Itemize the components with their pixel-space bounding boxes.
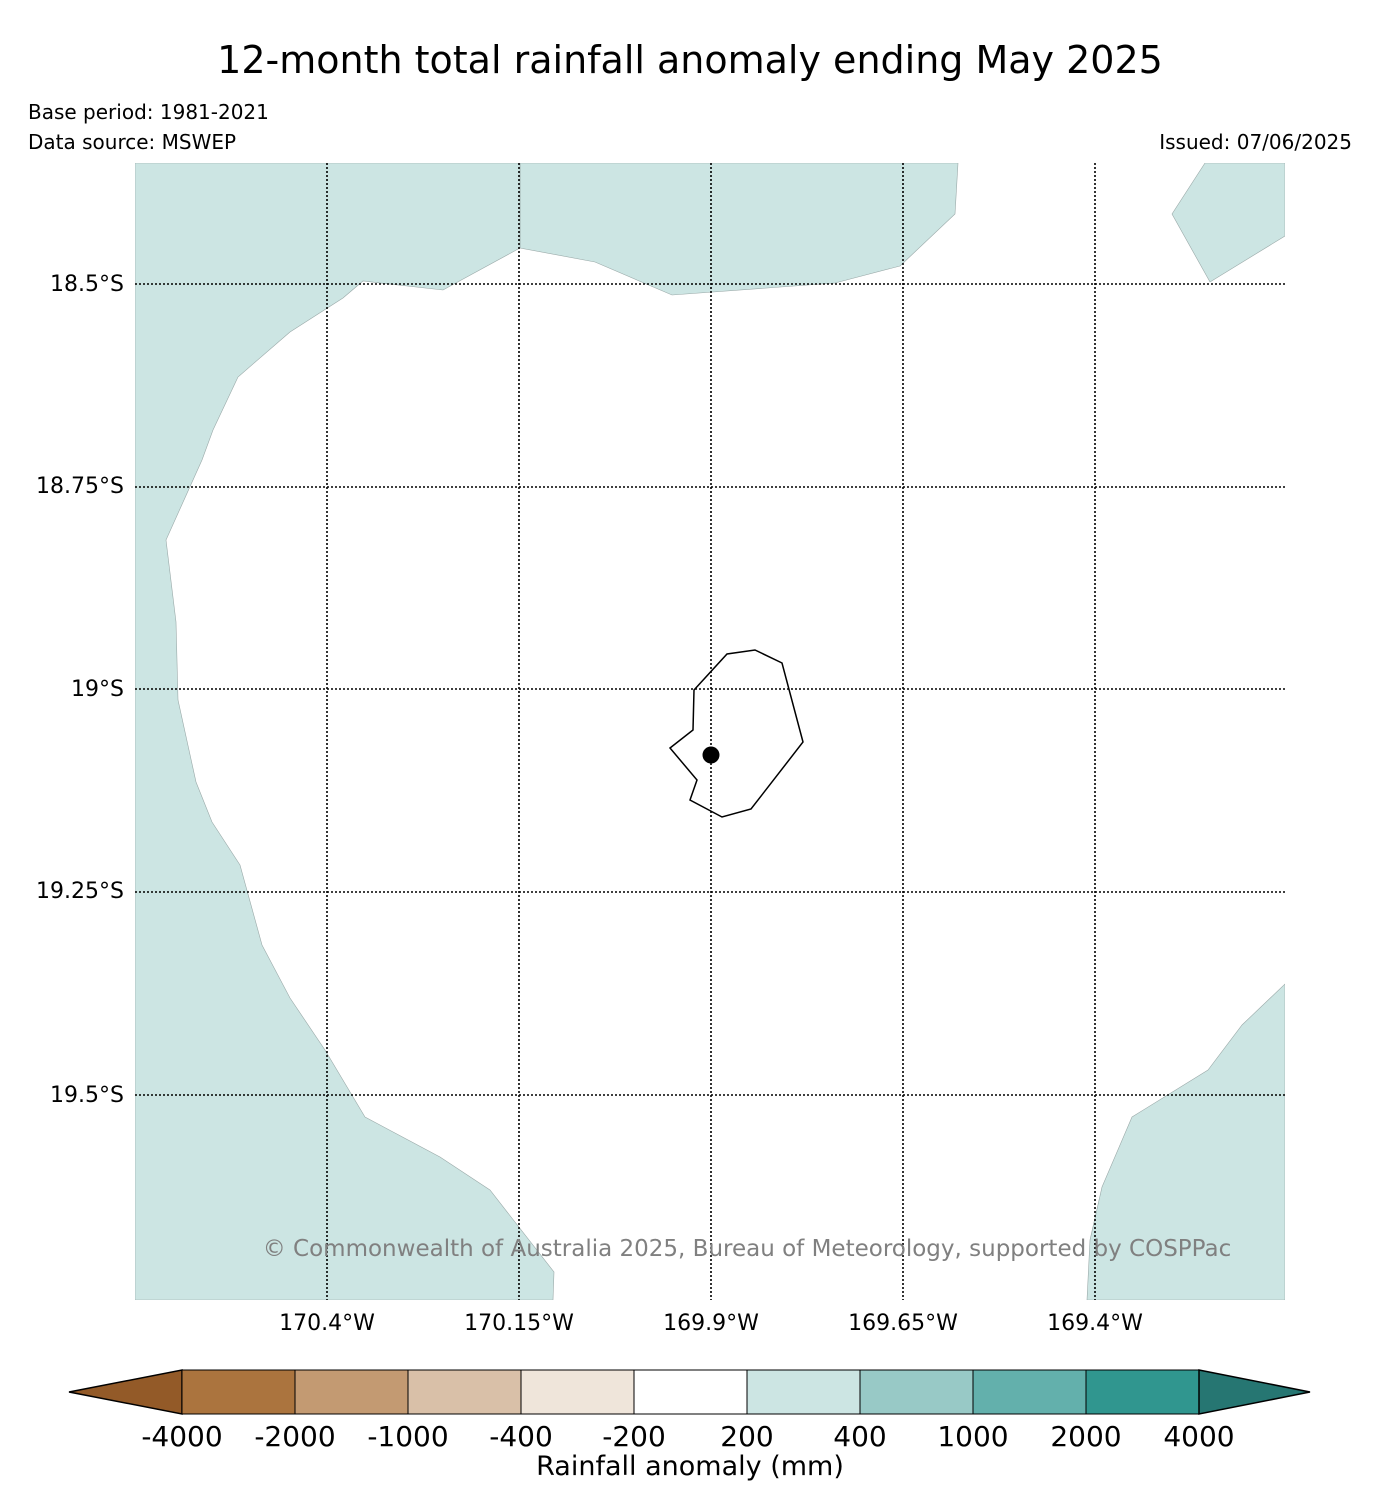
lat-label-18-5: 18.5°S xyxy=(50,272,124,297)
colorbar-extend-high xyxy=(1198,1369,1311,1415)
colorbar xyxy=(68,1369,1311,1415)
colorbar-segment xyxy=(1085,1369,1200,1415)
colorbar-tick-label: -200 xyxy=(602,1420,666,1453)
anomaly-region-northeast xyxy=(1171,163,1285,283)
longitude-labels: 170.4°W 170.15°W 169.9°W 169.65°W 169.4°… xyxy=(279,1311,1143,1336)
lat-label-19-5: 19.5°S xyxy=(50,1083,124,1108)
issued-date: Issued: 07/06/2025 xyxy=(1159,130,1352,154)
colorbar-segment xyxy=(633,1369,748,1415)
colorbar-tick-label: 400 xyxy=(833,1420,886,1453)
lon-label-169-65: 169.65°W xyxy=(848,1311,958,1336)
colorbar-tick-label: -2000 xyxy=(254,1420,335,1453)
colorbar-tick-labels: -4000 -2000 -1000 -400 -200 200 400 1000 2000 400… xyxy=(141,1420,1234,1453)
station-marker xyxy=(702,746,720,764)
colorbar-tick-label: -1000 xyxy=(367,1420,448,1453)
colorbar-segment xyxy=(294,1369,409,1415)
colorbar-segment xyxy=(181,1369,296,1415)
colorbar-segment xyxy=(520,1369,635,1415)
latitude-labels: 18.5°S 18.75°S 19°S 19.25°S 19.5°S xyxy=(36,272,124,1108)
gridlines xyxy=(135,163,1285,1300)
chart-title: 12-month total rainfall anomaly ending M… xyxy=(217,38,1163,82)
colorbar-segment xyxy=(407,1369,522,1415)
data-source: Data source: MSWEP xyxy=(28,130,237,154)
anomaly-region-southeast xyxy=(1086,983,1285,1300)
island-outline xyxy=(668,649,804,818)
colorbar-tick-label: 200 xyxy=(720,1420,773,1453)
colorbar-label: Rainfall anomaly (mm) xyxy=(536,1451,844,1482)
colorbar-segment xyxy=(859,1369,974,1415)
lat-label-18-75: 18.75°S xyxy=(36,474,124,499)
colorbar-segment xyxy=(746,1369,861,1415)
colorbar-tick-label: -4000 xyxy=(141,1420,222,1453)
lon-label-170-4: 170.4°W xyxy=(279,1311,375,1336)
colorbar-tick-label: -400 xyxy=(489,1420,553,1453)
colorbar-segment xyxy=(972,1369,1087,1415)
copyright-notice: © Commonwealth of Australia 2025, Bureau… xyxy=(263,1236,1232,1262)
colorbar-tick-label: 2000 xyxy=(1050,1420,1121,1453)
lon-label-170-15: 170.15°W xyxy=(464,1311,574,1336)
map-area: © Commonwealth of Australia 2025, Bureau… xyxy=(135,163,1285,1300)
lat-label-19: 19°S xyxy=(71,677,124,702)
lat-label-19-25: 19.25°S xyxy=(36,879,124,904)
lon-label-169-9: 169.9°W xyxy=(663,1311,759,1336)
colorbar-extend-low xyxy=(68,1369,183,1415)
lon-label-169-4: 169.4°W xyxy=(1047,1311,1143,1336)
colorbar-tick-label: 4000 xyxy=(1163,1420,1234,1453)
base-period: Base period: 1981-2021 xyxy=(28,100,269,124)
colorbar-tick-label: 1000 xyxy=(937,1420,1008,1453)
